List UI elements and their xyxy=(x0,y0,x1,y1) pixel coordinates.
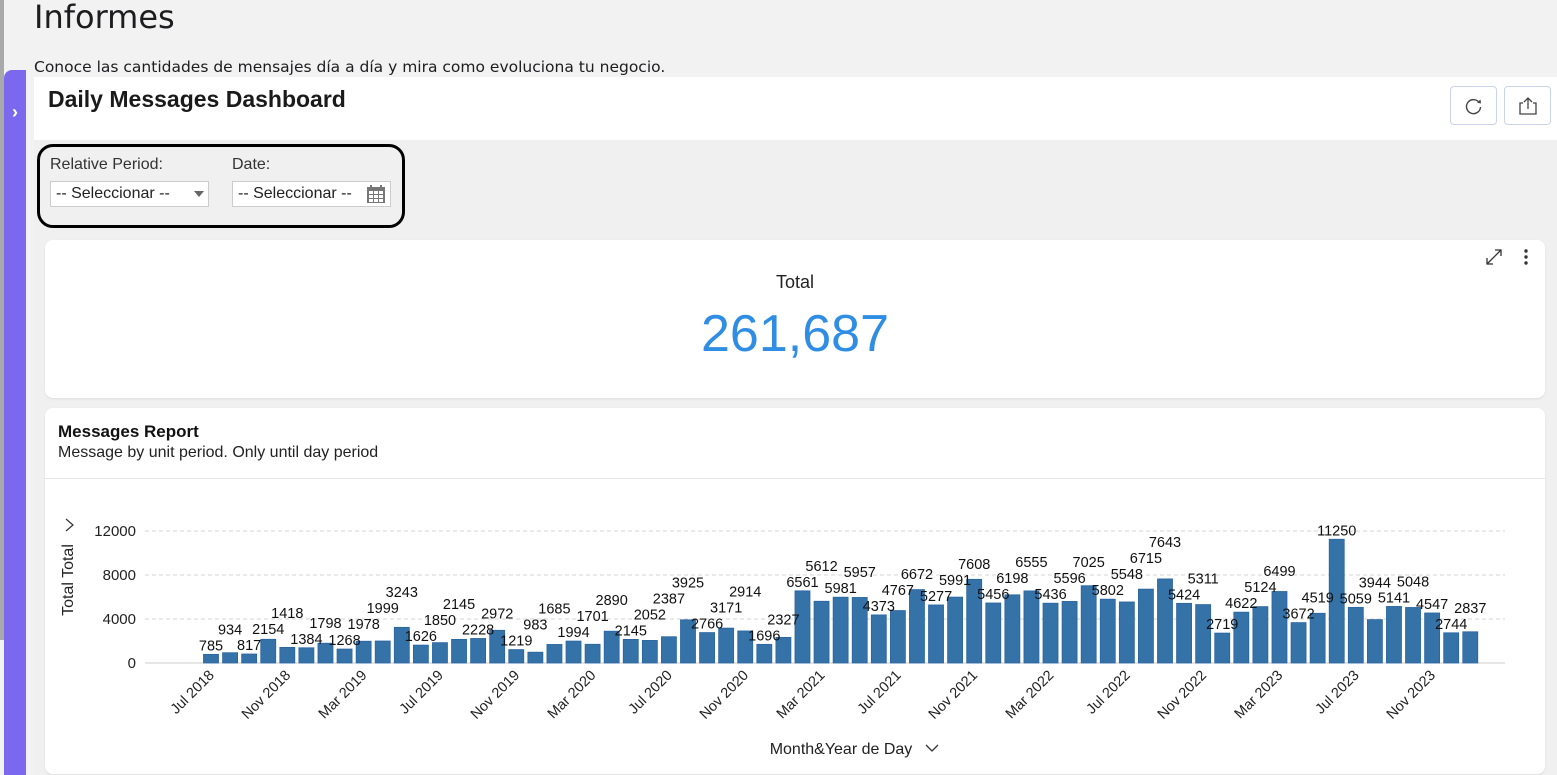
export-icon xyxy=(1518,96,1537,115)
kpi-value: 261,687 xyxy=(701,305,889,363)
kpi-label: Total xyxy=(775,272,815,292)
refresh-icon xyxy=(1465,98,1481,114)
relative-period-select[interactable]: -- Seleccionar -- xyxy=(50,181,209,207)
chevron-right-icon: › xyxy=(12,102,18,122)
messages-report-card: Messages Report Message by unit period. … xyxy=(45,408,1545,774)
expand-icon[interactable] xyxy=(1485,248,1503,266)
relative-period-label: Relative Period: xyxy=(50,156,163,173)
date-value: -- Seleccionar -- xyxy=(238,185,352,202)
date-picker[interactable]: -- Seleccionar -- xyxy=(232,181,391,207)
chart-subtitle: Message by unit period. Only until day p… xyxy=(58,444,379,461)
more-options-icon[interactable] xyxy=(1523,248,1529,266)
divider xyxy=(45,478,1545,479)
caret-down-icon xyxy=(194,191,204,197)
window-edge xyxy=(0,0,4,640)
date-label: Date: xyxy=(232,156,271,173)
export-button[interactable] xyxy=(1504,86,1551,125)
page-title: Informes xyxy=(34,0,175,36)
chart-title: Messages Report xyxy=(58,422,199,441)
refresh-button[interactable] xyxy=(1450,86,1497,125)
relative-period-value: -- Seleccionar -- xyxy=(56,185,170,202)
calendar-icon[interactable] xyxy=(366,184,386,204)
sidebar-toggle[interactable]: › xyxy=(4,70,26,775)
page-subtitle: Conoce las cantidades de mensajes día a … xyxy=(34,58,666,76)
dashboard-header: Daily Messages Dashboard xyxy=(34,77,1557,140)
dashboard-title: Daily Messages Dashboard xyxy=(48,86,346,112)
kpi-card: Total 261,687 xyxy=(45,240,1545,398)
dashboard: Daily Messages Dashboard Relative Period… xyxy=(34,77,1557,775)
filters-panel: Relative Period: -- Seleccionar -- Date:… xyxy=(37,144,405,228)
